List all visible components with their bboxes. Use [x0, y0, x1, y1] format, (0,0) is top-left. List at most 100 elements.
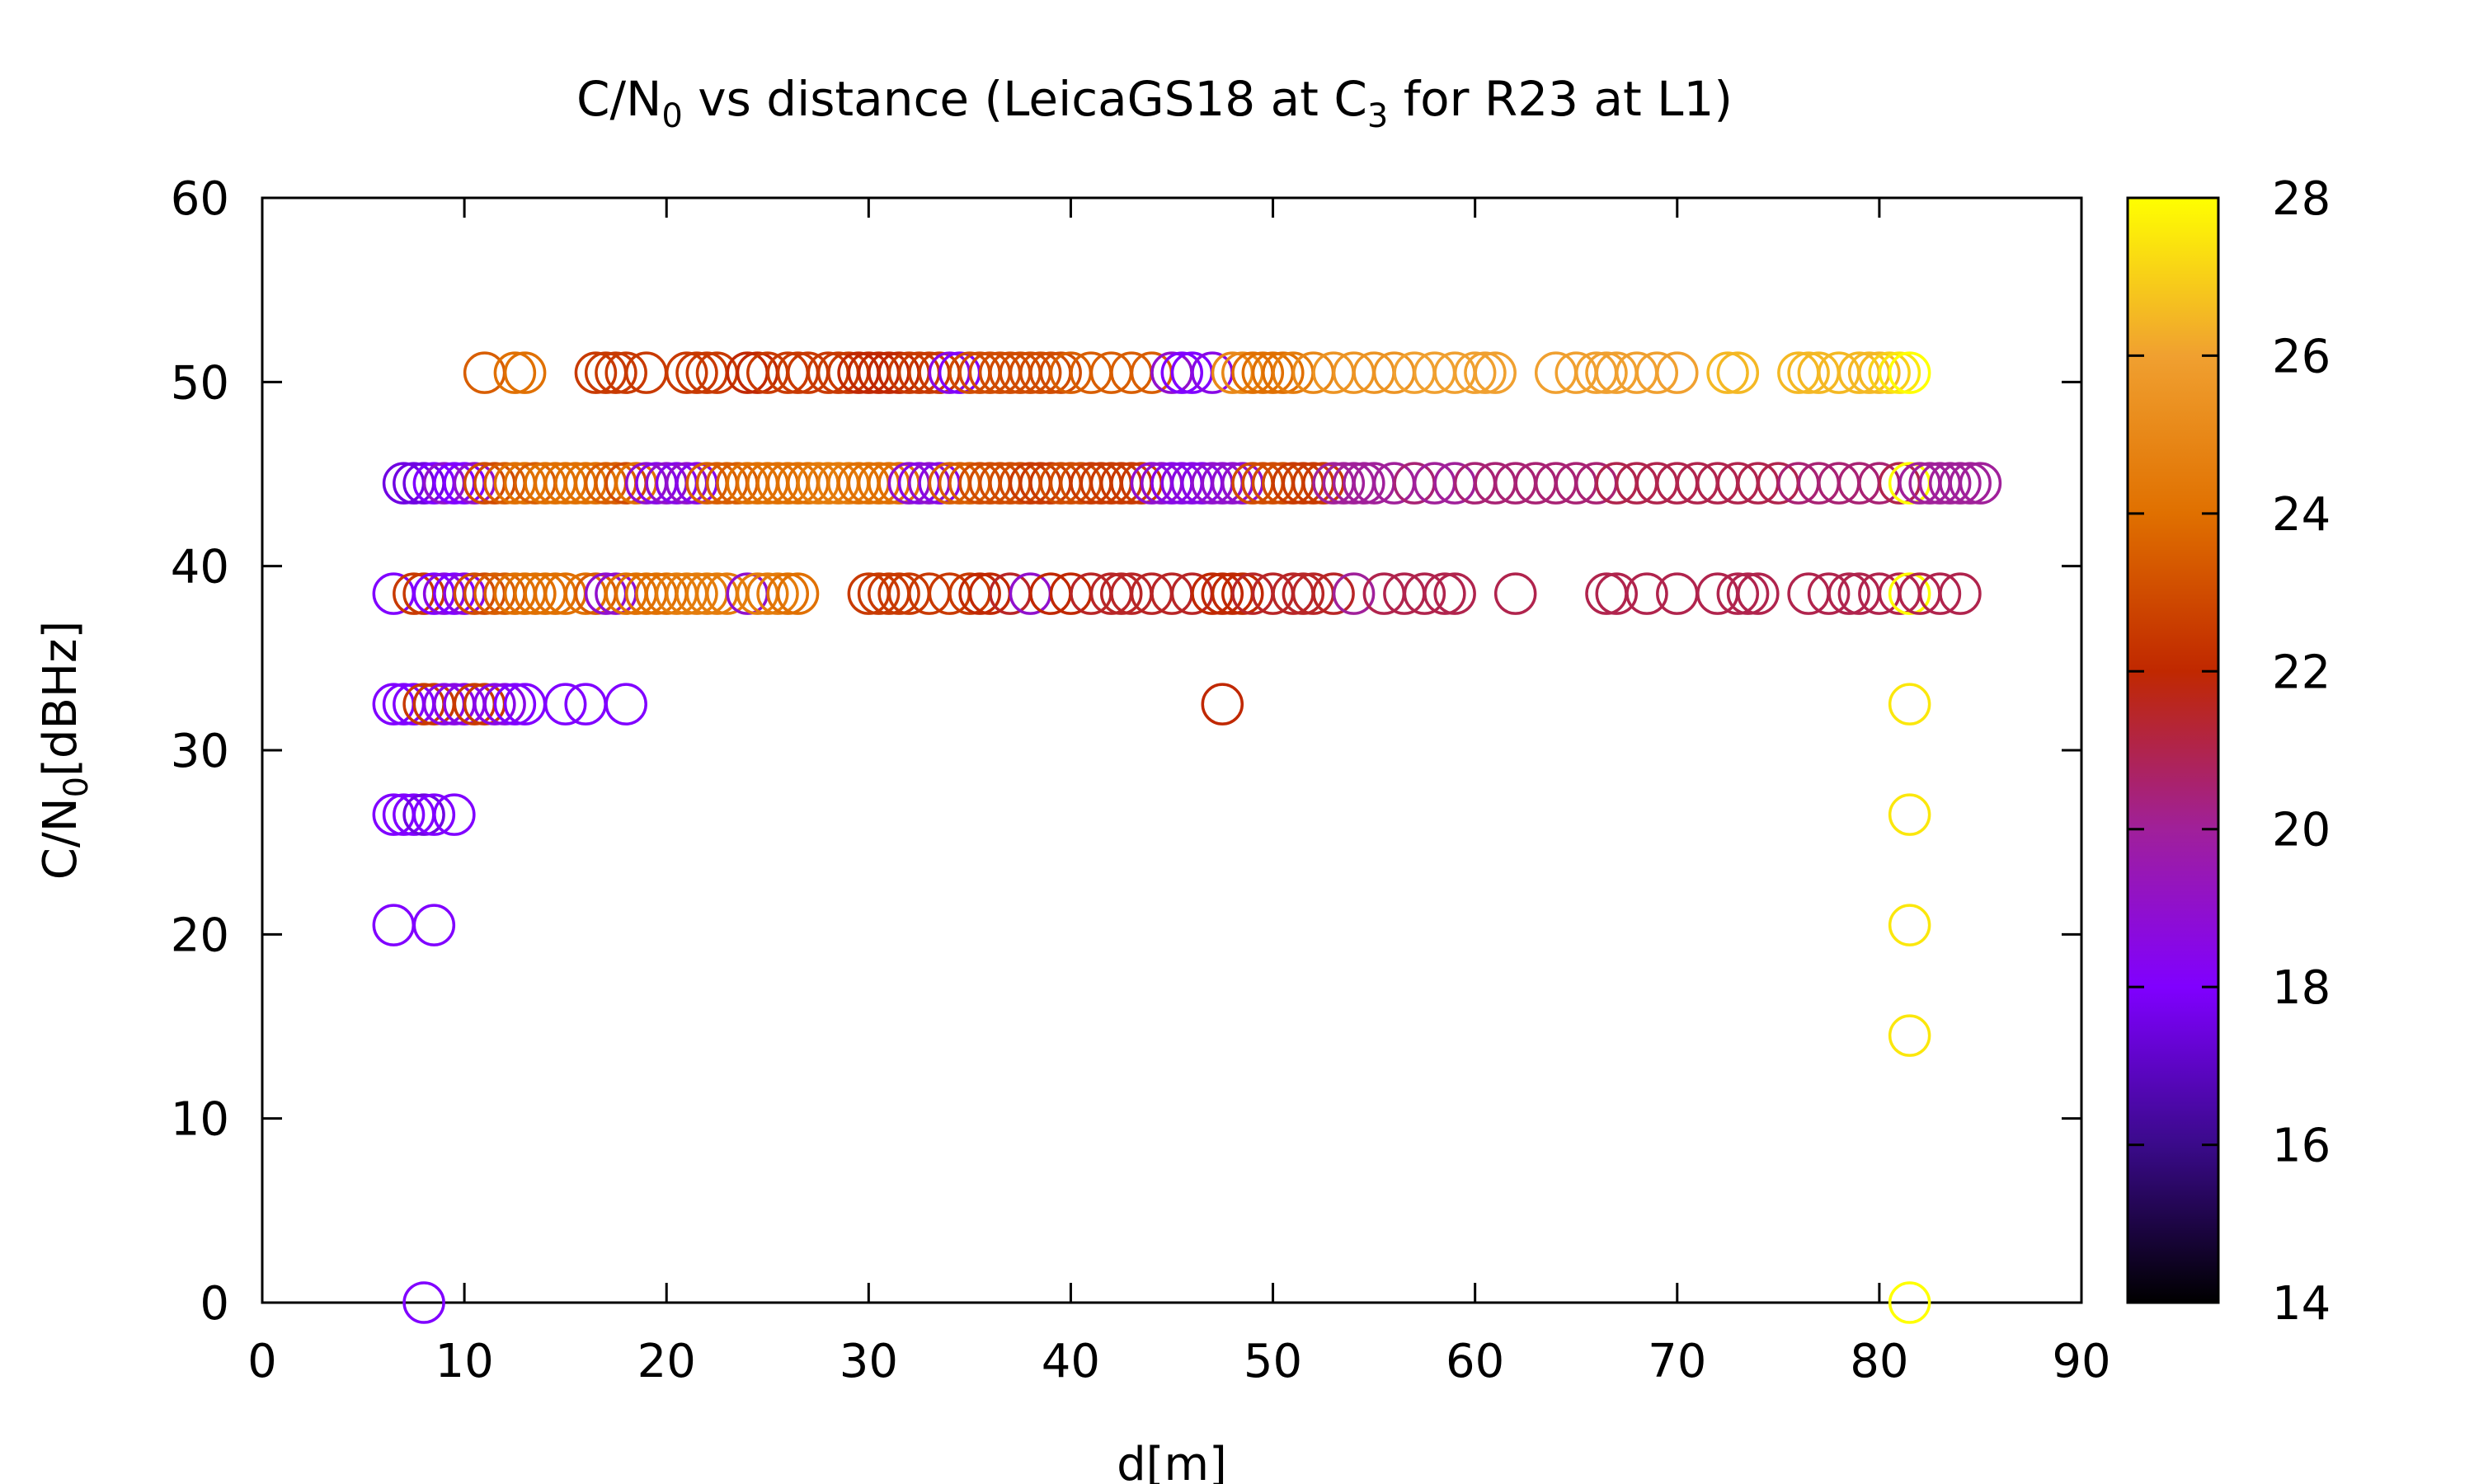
x-tick-label: 10	[435, 1335, 493, 1388]
data-point	[412, 904, 456, 946]
data-point	[1160, 351, 1204, 394]
data-point	[766, 572, 810, 615]
data-point	[756, 572, 799, 615]
data-point	[665, 351, 708, 394]
data-point	[1928, 462, 1972, 505]
chart-title: C/N0 vs distance (LeicaGS18 at C3 for R2…	[576, 71, 1733, 135]
y-tick-label: 30	[171, 725, 229, 778]
data-point	[483, 683, 526, 726]
data-point	[1827, 572, 1870, 615]
data-point	[604, 351, 647, 394]
data-point	[402, 1281, 445, 1324]
data-point	[493, 683, 537, 726]
y-tick-labels: 0 10 20 30 40 50 60	[171, 172, 229, 1331]
x-tick-label: 40	[1042, 1335, 1100, 1388]
data-point	[382, 793, 426, 836]
data-point	[1939, 572, 1982, 615]
data-point	[1039, 351, 1082, 394]
data-point	[1888, 1014, 1931, 1057]
data-points	[372, 351, 2002, 1324]
data-point	[1888, 351, 1931, 394]
data-point	[877, 572, 920, 615]
x-tick-label: 30	[840, 1335, 898, 1388]
data-point	[1221, 572, 1264, 615]
data-point	[1949, 462, 1992, 505]
data-point	[1453, 351, 1497, 394]
colorbar-tick-label: 28	[2272, 172, 2331, 226]
data-point	[1625, 572, 1668, 615]
data-point	[1635, 351, 1679, 394]
y-tick-label: 60	[171, 172, 229, 226]
data-point	[746, 572, 789, 615]
data-point	[372, 904, 416, 946]
data-point	[1433, 572, 1476, 615]
data-point	[1888, 683, 1931, 726]
x-axis-title: d[m]	[1117, 1438, 1227, 1484]
colorbar-tick-label: 14	[2272, 1277, 2331, 1331]
data-point	[1888, 904, 1931, 946]
colorbar-tick-label: 20	[2272, 804, 2331, 857]
data-point	[1493, 572, 1537, 615]
y-axis-title: C/N0[dBHz]	[34, 621, 96, 880]
data-point	[1018, 351, 1062, 394]
data-point	[433, 793, 476, 836]
data-point	[503, 351, 547, 394]
data-point	[1585, 572, 1628, 615]
axis-ticks	[261, 196, 2083, 1304]
data-point	[1262, 351, 1305, 394]
x-tick-labels: 0 10 20 30 40 50 60 70 80 90	[247, 1335, 2110, 1388]
data-point	[776, 572, 820, 615]
y-tick-label: 20	[171, 909, 229, 962]
x-tick-label: 60	[1446, 1335, 1504, 1388]
data-point	[1888, 572, 1931, 615]
data-point	[1716, 572, 1760, 615]
data-point	[412, 793, 456, 836]
y-tick-label: 40	[171, 541, 229, 594]
x-tick-label: 80	[1850, 1335, 1908, 1388]
data-point	[1241, 351, 1285, 394]
data-point	[675, 351, 718, 394]
x-tick-label: 0	[247, 1335, 277, 1388]
data-point	[1888, 793, 1931, 836]
data-point	[1888, 1281, 1931, 1324]
y-tick-label: 50	[171, 356, 229, 410]
data-point	[1282, 572, 1325, 615]
data-point	[402, 793, 445, 836]
data-point	[1656, 572, 1699, 615]
data-point	[958, 572, 1001, 615]
data-point	[595, 351, 637, 394]
y-tick-label: 10	[171, 1093, 229, 1147]
data-point	[1343, 462, 1385, 505]
data-point	[1787, 351, 1830, 394]
x-tick-label: 20	[637, 1335, 696, 1388]
data-point	[1726, 572, 1770, 615]
data-point	[1332, 572, 1376, 615]
data-point	[1595, 572, 1638, 615]
data-point	[1807, 572, 1851, 615]
data-point	[857, 572, 901, 615]
x-tick-label: 90	[2052, 1335, 2110, 1388]
data-point	[1585, 351, 1628, 394]
data-point	[1099, 572, 1143, 615]
data-point	[604, 683, 647, 726]
data-point	[1939, 462, 1982, 505]
colorbar-tick-label: 18	[2272, 961, 2331, 1015]
data-point	[1959, 462, 2002, 505]
data-point	[473, 683, 516, 726]
data-point	[776, 351, 820, 394]
data-point	[543, 683, 587, 726]
data-point	[1201, 572, 1244, 615]
colorbar-tick-label: 26	[2272, 330, 2331, 383]
data-point	[1706, 351, 1749, 394]
data-point	[1464, 351, 1507, 394]
data-point	[493, 351, 537, 394]
y-tick-label: 0	[200, 1277, 229, 1331]
x-tick-label: 70	[1648, 1335, 1706, 1388]
data-point	[1716, 351, 1760, 394]
data-point	[1201, 683, 1244, 726]
data-point	[736, 351, 779, 394]
data-point	[675, 572, 718, 615]
colorbar-tick-label: 24	[2272, 488, 2331, 542]
colorbar-ticks: 14 16 18 20 22 24 26 28	[2128, 172, 2331, 1331]
